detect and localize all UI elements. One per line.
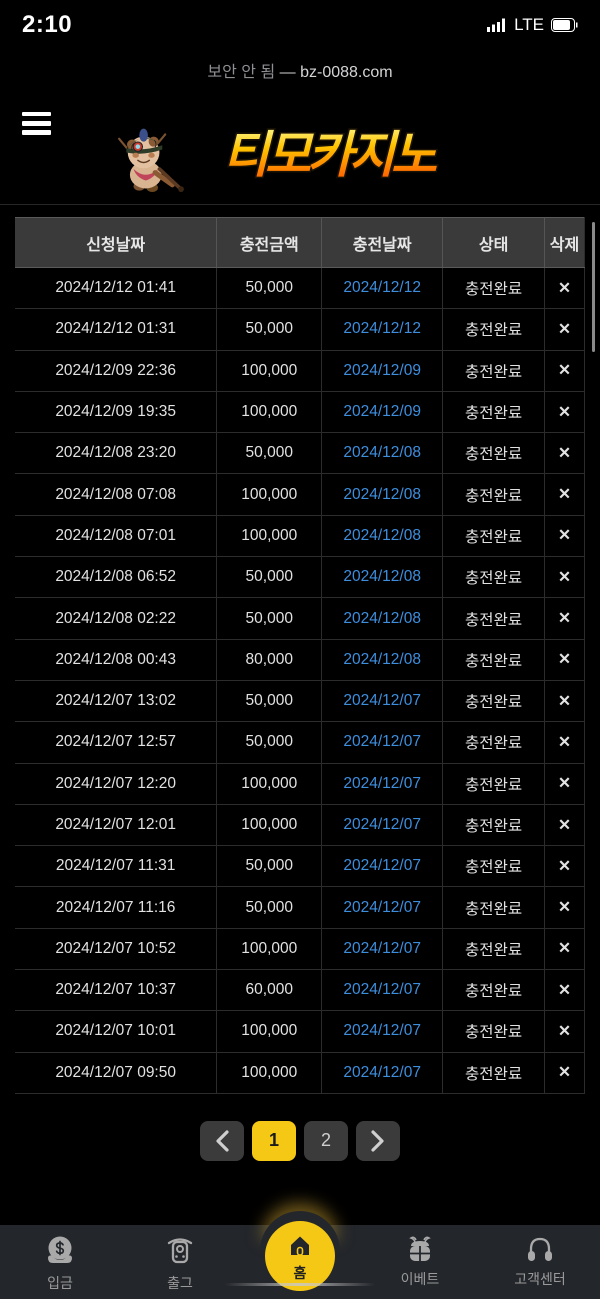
svg-text:티모카지노: 티모카지노 xyxy=(223,127,437,183)
